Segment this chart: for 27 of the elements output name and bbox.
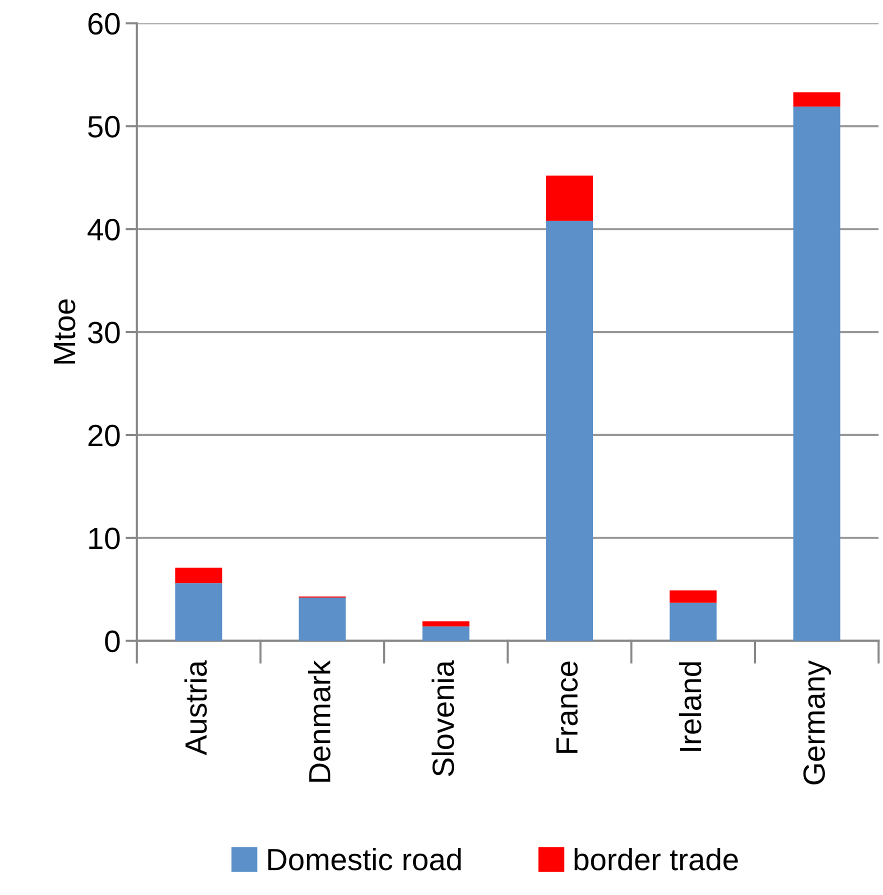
bar [546,176,594,221]
bar [670,590,717,603]
bar [793,92,840,107]
x-tick-label: France [556,662,578,753]
y-tick-label: 50 [88,116,120,138]
bar [793,106,840,641]
bar [422,626,470,641]
y-tick-label: 10 [89,528,120,550]
bar [175,568,222,584]
legend-label: border trade [574,848,738,870]
bar [546,220,594,641]
x-tick-label: Slovenia [432,660,454,776]
bar [298,598,346,641]
y-tick-label: 0 [105,630,120,652]
legend-label: Domestic road [268,848,461,870]
x-tick-label: Ireland [678,662,702,751]
bar [670,602,717,641]
x-tick-label: Austria [184,660,207,756]
y-tick-label: 30 [88,322,120,344]
x-tick-label: Germany [803,660,832,784]
y-tick-label: 40 [88,218,120,240]
bar [422,621,470,626]
bar [175,583,222,641]
x-tick-label: Denmark [308,660,330,782]
y-axis-title: Mtoe [54,299,76,364]
y-tick-label: 20 [88,424,120,446]
y-tick-label: 60 [88,13,120,35]
